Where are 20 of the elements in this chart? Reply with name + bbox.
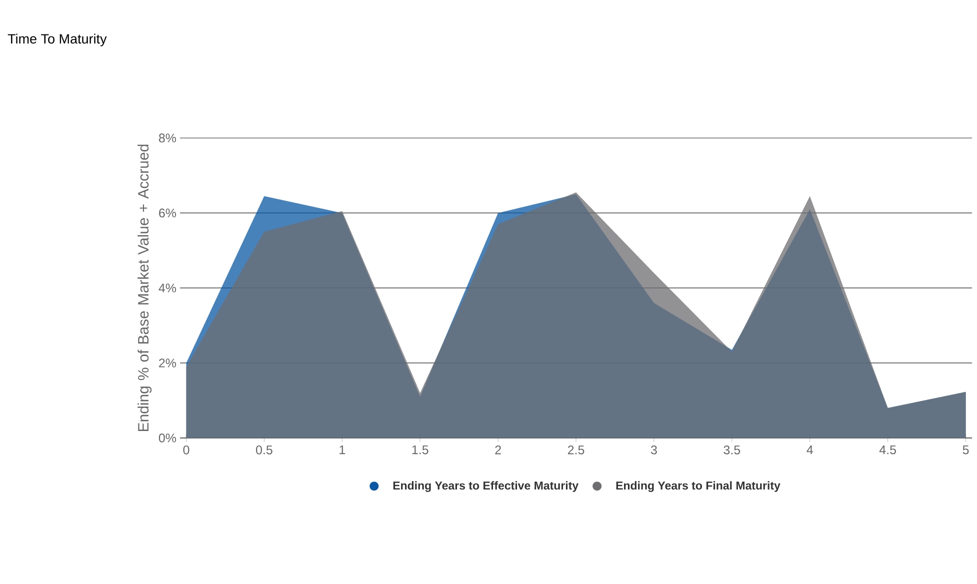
x-tick-label: 2.5 bbox=[568, 446, 584, 454]
y-tick-label: 2% bbox=[159, 358, 176, 368]
text: Time To Maturity bbox=[8, 34, 107, 46]
x-tick-label: 3 bbox=[650, 446, 657, 454]
x-tick-label: 0 bbox=[183, 446, 190, 454]
legend-label: Ending Years to Effective Maturity bbox=[393, 481, 578, 492]
x-tick-label: 3.5 bbox=[724, 446, 740, 454]
legend-label: Ending Years to Final Maturity bbox=[616, 481, 780, 492]
y-tick-label: 4% bbox=[158, 284, 176, 292]
y-tick-label: 0% bbox=[158, 434, 176, 442]
x-tick-label: 1 bbox=[340, 446, 346, 454]
x-tick-label: 4.5 bbox=[879, 446, 896, 454]
y-axis-title: Ending % of Base Market Value + Accrued bbox=[138, 144, 152, 432]
x-tick-label: 1.5 bbox=[412, 446, 428, 454]
x-tick-label: 0.5 bbox=[256, 446, 272, 454]
y-tick-label: 6% bbox=[159, 208, 176, 218]
x-tick-label: 4 bbox=[806, 446, 813, 454]
x-tick-label: 2 bbox=[495, 446, 501, 454]
y-tick-label: 8% bbox=[158, 134, 176, 142]
x-tick-label: 5 bbox=[962, 446, 969, 454]
